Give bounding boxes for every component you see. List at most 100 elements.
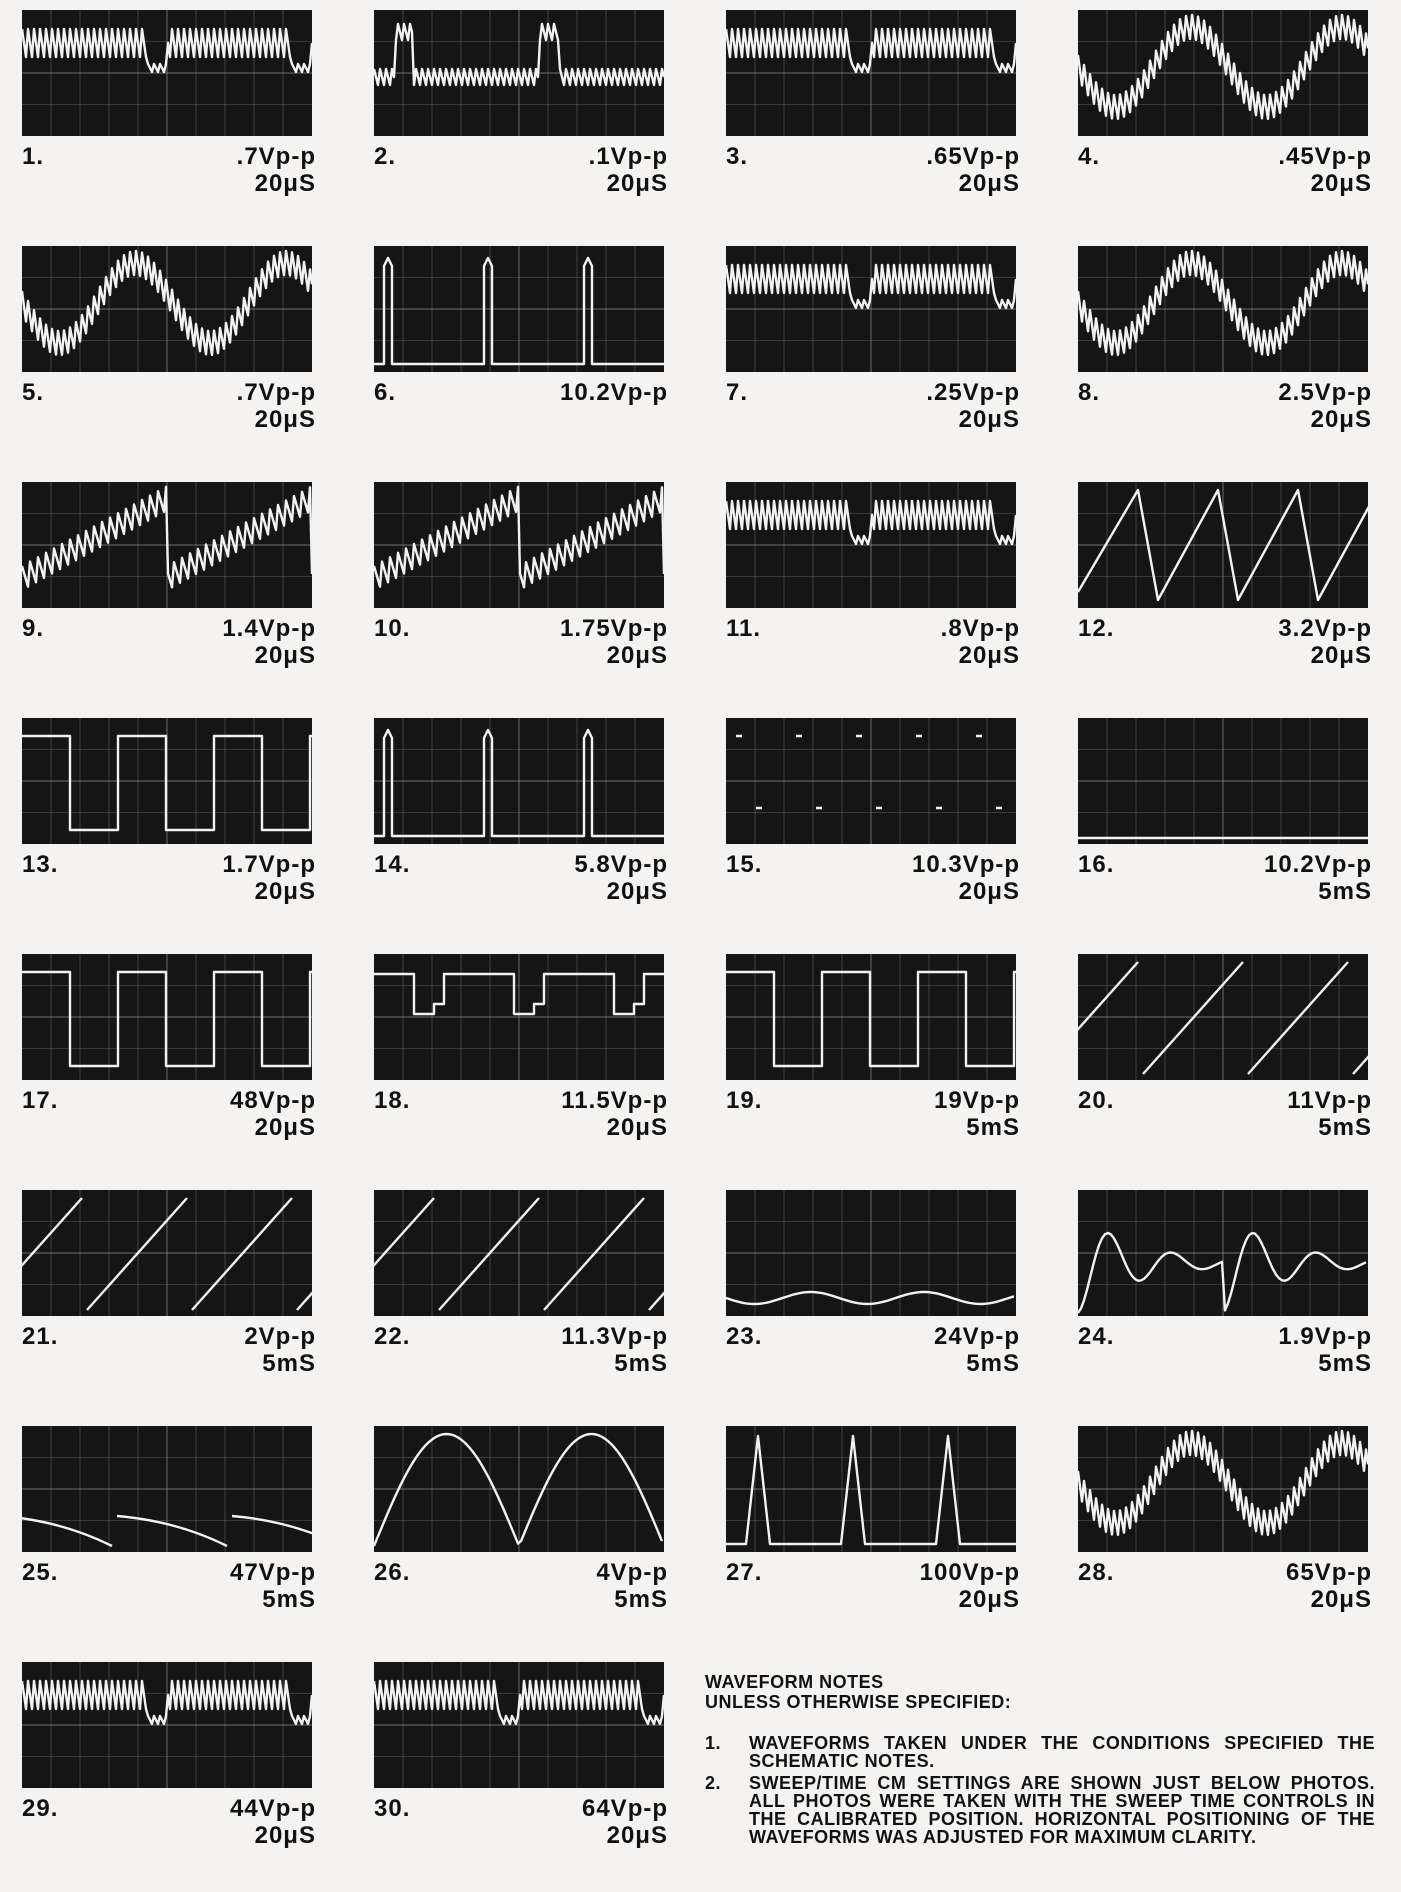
waveform-sweep-time: 20μS — [254, 1822, 316, 1849]
waveform-number: 16. — [1078, 851, 1115, 878]
waveform-trace — [1078, 249, 1368, 357]
waveform-number: 29. — [22, 1795, 59, 1822]
waveform-number: 9. — [22, 615, 45, 642]
waveform-trace — [22, 1514, 312, 1548]
waveform-sweep-time: 20μS — [1310, 642, 1372, 669]
waveform-cell: 9. 1.4Vp-p 20μS — [22, 482, 352, 712]
graticule — [374, 718, 664, 844]
oscilloscope-photo — [374, 954, 664, 1080]
waveform-trace — [1078, 1429, 1368, 1537]
waveform-number: 11. — [726, 615, 762, 642]
waveform-number: 1. — [22, 143, 45, 170]
waveform-trace — [22, 249, 312, 357]
waveform-voltage: 19Vp-p — [933, 1087, 1020, 1114]
graticule — [1078, 482, 1368, 608]
waveform-sweep-time: 20μS — [606, 170, 668, 197]
waveform-cell: 10. 1.75Vp-p 20μS — [374, 482, 704, 712]
waveform-voltage: 65Vp-p — [1285, 1559, 1372, 1586]
waveform-number: 4. — [1078, 143, 1101, 170]
waveform-voltage: 47Vp-p — [229, 1559, 316, 1586]
waveform-voltage: 3.2Vp-p — [1278, 615, 1372, 642]
oscilloscope-photo — [22, 1190, 312, 1316]
oscilloscope-photo — [726, 10, 1016, 136]
waveform-number: 17. — [22, 1087, 59, 1114]
oscilloscope-photo — [1078, 246, 1368, 372]
waveform-number: 25. — [22, 1559, 59, 1586]
waveform-sweep-time: 20μS — [254, 406, 316, 433]
waveform-trace — [374, 485, 664, 589]
oscilloscope-screen — [1078, 482, 1368, 608]
waveform-sweep-time: 5mS — [614, 1350, 668, 1377]
waveform-number: 6. — [374, 379, 397, 406]
waveform-notes: WAVEFORM NOTES UNLESS OTHERWISE SPECIFIE… — [705, 1672, 1375, 1850]
oscilloscope-photo — [22, 1426, 312, 1552]
waveform-trace — [726, 263, 1016, 310]
waveform-trace — [726, 1290, 1015, 1306]
waveform-voltage: 64Vp-p — [581, 1795, 668, 1822]
waveform-sweep-time: 20μS — [606, 642, 668, 669]
waveform-sweep-time: 5mS — [966, 1114, 1020, 1141]
waveform-trace — [22, 27, 312, 74]
waveform-cell: 28. 65Vp-p 20μS — [1078, 1426, 1401, 1656]
waveform-number: 8. — [1078, 379, 1101, 406]
waveform-cell: 14. 5.8Vp-p 20μS — [374, 718, 704, 948]
waveform-trace — [374, 22, 664, 87]
waveform-number: 21. — [22, 1323, 59, 1350]
waveform-voltage: 11.5Vp-p — [561, 1087, 668, 1114]
waveform-number: 3. — [726, 143, 749, 170]
waveform-sweep-time: 20μS — [958, 406, 1020, 433]
graticule — [22, 1190, 312, 1316]
waveform-trace — [374, 1197, 664, 1311]
waveform-trace — [726, 1434, 1016, 1546]
graticule — [1078, 10, 1368, 136]
waveform-cell: 24. 1.9Vp-p 5mS — [1078, 1190, 1401, 1420]
waveform-trace — [1078, 1231, 1367, 1314]
oscilloscope-screen — [22, 246, 312, 372]
note-number: 2. — [705, 1773, 722, 1793]
graticule — [726, 1190, 1016, 1316]
waveform-sweep-time: 20μS — [958, 170, 1020, 197]
waveform-voltage: 11.3Vp-p — [561, 1323, 668, 1350]
waveform-voltage: 1.4Vp-p — [222, 615, 316, 642]
oscilloscope-screen — [22, 482, 312, 608]
waveform-number: 23. — [726, 1323, 763, 1350]
oscilloscope-photo — [374, 246, 664, 372]
waveform-voltage: 44Vp-p — [229, 1795, 316, 1822]
waveform-trace — [22, 1679, 312, 1726]
waveform-number: 2. — [374, 143, 397, 170]
notes-list: 1. WAVEFORMS TAKEN UNDER THE CONDITIONS … — [705, 1734, 1375, 1846]
graticule — [374, 1662, 664, 1788]
oscilloscope-screen — [726, 482, 1016, 608]
oscilloscope-photo — [726, 1190, 1016, 1316]
waveform-cell: 16. 10.2Vp-p 5mS — [1078, 718, 1401, 948]
waveform-number: 26. — [374, 1559, 411, 1586]
waveform-sweep-time: 20μS — [958, 878, 1020, 905]
waveform-number: 7. — [726, 379, 749, 406]
waveform-trace — [374, 728, 664, 838]
oscilloscope-screen — [374, 1190, 664, 1316]
waveform-voltage: .25Vp-p — [926, 379, 1020, 406]
waveform-cell: 18. 11.5Vp-p 20μS — [374, 954, 704, 1184]
waveform-cell: 25. 47Vp-p 5mS — [22, 1426, 352, 1656]
oscilloscope-photo — [22, 954, 312, 1080]
oscilloscope-screen — [1078, 246, 1368, 372]
oscilloscope-photo — [374, 10, 664, 136]
waveform-cell: 2. .1Vp-p 20μS — [374, 10, 704, 240]
graticule — [374, 954, 664, 1080]
graticule — [374, 1426, 664, 1552]
oscilloscope-screen — [726, 718, 1016, 844]
oscilloscope-screen — [374, 482, 664, 608]
oscilloscope-photo — [22, 482, 312, 608]
oscilloscope-screen — [726, 246, 1016, 372]
oscilloscope-screen — [1078, 1426, 1368, 1552]
waveform-sweep-time: 5mS — [1318, 878, 1372, 905]
waveform-voltage: .7Vp-p — [236, 143, 316, 170]
waveform-sweep-time: 20μS — [254, 1114, 316, 1141]
waveform-trace — [736, 734, 1002, 810]
oscilloscope-screen — [1078, 1190, 1368, 1316]
graticule — [1078, 954, 1368, 1080]
waveform-trace — [1078, 961, 1368, 1075]
graticule — [22, 1426, 312, 1552]
waveform-trace — [22, 970, 312, 1068]
waveform-cell: 5. .7Vp-p 20μS — [22, 246, 352, 476]
